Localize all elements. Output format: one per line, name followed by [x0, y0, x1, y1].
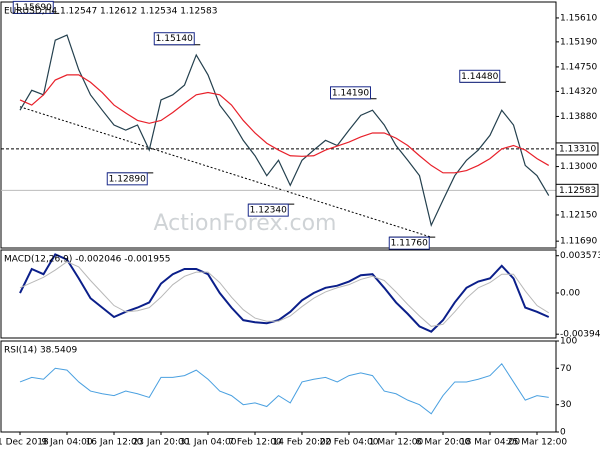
x-tick-label: 14 Feb 20:00: [272, 438, 331, 448]
y-tick-label: 1.12150: [560, 210, 597, 220]
watermark: ActionForex.com: [154, 211, 337, 236]
y-tick-label: -0.003945: [560, 330, 600, 340]
x-tick-label: 22 Feb 04:00: [319, 438, 378, 448]
annotation-box: [330, 86, 371, 100]
series-line: [19, 253, 550, 333]
x-tick-label: 1 Mar 12:00: [369, 438, 424, 448]
annotation-box: [153, 32, 195, 46]
panel-frame: [0, 1, 557, 249]
level-label: 1.13310: [559, 144, 596, 154]
series-line: [19, 34, 550, 228]
y-tick-label: 1.11690: [560, 237, 597, 247]
annotation-box: [459, 69, 501, 83]
annotation-label: 1.15690: [15, 3, 52, 13]
annotation-label: 1.14190: [332, 88, 369, 98]
y-tick-label: 1.14320: [560, 87, 597, 97]
annotation-box: [12, 0, 54, 14]
panel-title: RSI(14) 38.5409: [4, 346, 77, 356]
y-tick-label: 0: [560, 428, 566, 438]
level-box: [555, 183, 599, 197]
annotation-box: [106, 172, 148, 186]
x-tick-label: 9 Jan 04:00: [41, 438, 93, 448]
annotation-label: 1.14480: [461, 72, 498, 82]
level-box: [555, 142, 599, 156]
series-line: [19, 74, 550, 174]
panel-title: EURUSD,H4 1.12547 1.12612 1.12534 1.1258…: [4, 7, 217, 17]
annotation-label: 1.12340: [250, 206, 287, 216]
annotation-label: 1.12890: [109, 174, 146, 184]
annotation-label: 1.11760: [391, 239, 428, 249]
x-tick-label: 18 Mar 04:00: [460, 438, 520, 448]
level-label: 1.12583: [559, 186, 596, 196]
y-tick-label: 1.14750: [560, 62, 597, 72]
x-tick-label: 16 Jan 12:00: [86, 438, 143, 448]
x-tick-label: 31 Dec 2018: [0, 438, 49, 448]
y-tick-label: 70: [560, 364, 572, 374]
x-tick-label: 25 Mar 12:00: [507, 438, 567, 448]
annotation-box: [247, 203, 289, 217]
panel-frame: [0, 340, 557, 433]
y-tick-label: 1.15610: [560, 13, 597, 23]
panel-title: MACD(12,26,9) -0.002046 -0.001955: [4, 255, 170, 265]
x-tick-label: 8 Mar 20:00: [416, 438, 471, 448]
series-line: [19, 362, 549, 415]
y-tick-label: 1.13000: [560, 162, 597, 172]
x-tick-label: 7 Feb 12:00: [228, 438, 282, 448]
series-line: [19, 261, 550, 327]
x-tick-label: 31 Jan 04:00: [180, 438, 237, 448]
y-tick-label: 0.00: [560, 289, 580, 299]
y-tick-label: 100: [560, 337, 577, 347]
annotation-box: [388, 236, 430, 250]
y-tick-label: 30: [560, 400, 572, 410]
annotation-label: 1.15140: [156, 34, 193, 44]
y-tick-label: 1.15190: [560, 37, 597, 47]
y-tick-label: 0.003573: [560, 251, 600, 261]
y-tick-label: 1.13880: [560, 112, 597, 122]
panel-frame: [0, 249, 557, 339]
x-tick-label: 23 Jan 20:00: [133, 438, 190, 448]
